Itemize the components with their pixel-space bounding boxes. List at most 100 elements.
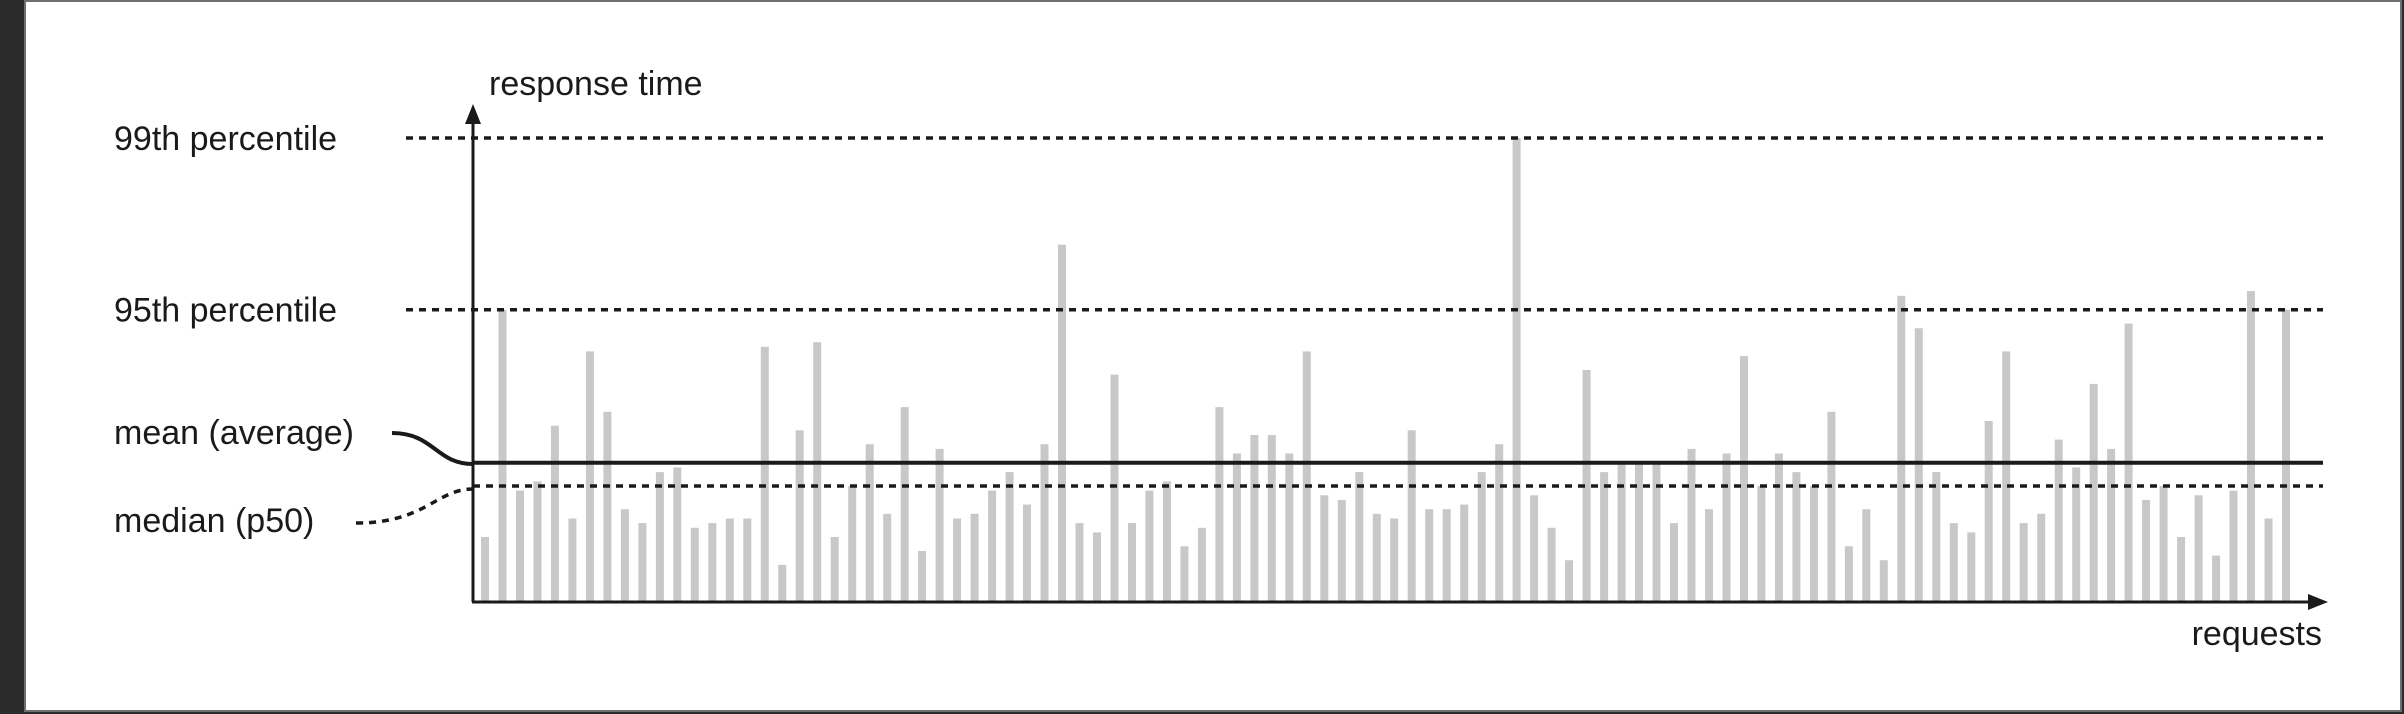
bar-97 <box>2159 486 2168 602</box>
bar-42 <box>1197 527 1206 602</box>
bar-100 <box>2212 555 2221 602</box>
bar-89 <box>2019 523 2028 602</box>
bar-92 <box>2072 467 2081 602</box>
x-axis-arrowhead <box>2308 594 2328 610</box>
bar-31 <box>1005 472 1014 602</box>
bar-75 <box>1774 453 1783 602</box>
bar-82 <box>1897 295 1906 602</box>
bar-70 <box>1687 448 1696 602</box>
bar-33 <box>1040 444 1049 602</box>
99th-percentile-label: 99th percentile <box>114 120 337 158</box>
bar-60 <box>1512 138 1521 602</box>
bar-50 <box>1337 499 1346 602</box>
bar-81 <box>1879 560 1888 602</box>
response-time-chart: response time requests 99th percentile 95… <box>114 65 2328 653</box>
bar-83 <box>1914 328 1923 602</box>
bars-group <box>481 138 2290 602</box>
bar-39 <box>1145 490 1154 602</box>
bar-56 <box>1442 509 1451 602</box>
y-axis-label: response time <box>489 65 703 103</box>
bar-10 <box>638 523 647 602</box>
bar-8 <box>603 411 612 602</box>
bar-98 <box>2177 537 2186 602</box>
bar-5 <box>550 425 559 602</box>
bar-101 <box>2229 490 2238 602</box>
bar-63 <box>1565 560 1574 602</box>
bar-102 <box>2247 291 2255 602</box>
bar-16 <box>743 518 752 602</box>
axes-group <box>465 104 2328 610</box>
bar-64 <box>1582 370 1591 602</box>
bar-41 <box>1180 546 1189 602</box>
bar-65 <box>1600 472 1609 602</box>
bar-24 <box>883 513 892 602</box>
bar-30 <box>988 490 997 602</box>
bar-96 <box>2142 499 2151 602</box>
bar-15 <box>725 518 734 602</box>
bar-14 <box>708 523 717 602</box>
bar-25 <box>900 407 909 602</box>
median-p50-label: median (p50) <box>114 502 314 540</box>
x-axis-label: requests <box>2192 615 2322 653</box>
bar-91 <box>2054 439 2063 602</box>
mean-average-connector <box>391 431 474 466</box>
bar-54 <box>1407 430 1416 602</box>
bar-28 <box>953 518 962 602</box>
bar-78 <box>1827 411 1836 602</box>
bar-80 <box>1862 509 1871 602</box>
bar-86 <box>1967 532 1976 602</box>
bar-35 <box>1075 523 1084 602</box>
bar-49 <box>1320 495 1329 602</box>
bar-55 <box>1425 509 1434 602</box>
chart-frame: response time requests 99th percentile 95… <box>24 0 2402 712</box>
bar-48 <box>1302 351 1311 602</box>
bar-90 <box>2037 513 2046 602</box>
bar-88 <box>2002 351 2011 602</box>
bar-34 <box>1058 244 1066 602</box>
bar-68 <box>1652 462 1661 602</box>
bar-2 <box>498 309 507 602</box>
bar-19 <box>795 430 804 602</box>
bar-73 <box>1740 356 1748 602</box>
median-p50-connector <box>355 487 474 525</box>
bar-12 <box>673 467 682 602</box>
bar-52 <box>1372 513 1381 602</box>
bar-27 <box>935 448 944 602</box>
95th-percentile-label: 95th percentile <box>114 292 337 330</box>
bar-3 <box>516 490 524 602</box>
bar-29 <box>970 513 979 602</box>
bar-61 <box>1530 495 1539 602</box>
bar-45 <box>1250 435 1259 602</box>
bar-93 <box>2089 383 2098 602</box>
bar-26 <box>918 551 927 602</box>
bar-40 <box>1162 481 1171 602</box>
bar-94 <box>2107 448 2116 602</box>
bar-76 <box>1792 472 1801 602</box>
bar-58 <box>1477 472 1486 602</box>
bar-71 <box>1705 509 1713 602</box>
bar-74 <box>1757 486 1766 602</box>
reference-lines-group <box>355 136 2323 525</box>
bar-69 <box>1670 523 1678 602</box>
bar-6 <box>568 518 577 602</box>
bar-47 <box>1285 453 1294 602</box>
bar-43 <box>1215 407 1224 602</box>
bar-17 <box>760 346 769 602</box>
bar-11 <box>655 472 664 602</box>
bar-85 <box>1949 523 1958 602</box>
mean-average-label: mean (average) <box>114 414 354 452</box>
bar-1 <box>481 537 489 602</box>
bar-32 <box>1023 504 1031 602</box>
bar-57 <box>1460 504 1469 602</box>
bar-59 <box>1495 444 1504 602</box>
bar-103 <box>2264 518 2273 602</box>
bar-36 <box>1093 532 1101 602</box>
bar-21 <box>830 537 839 602</box>
bar-37 <box>1110 374 1119 602</box>
bar-51 <box>1355 472 1364 602</box>
bar-22 <box>848 486 857 602</box>
bar-13 <box>690 527 699 602</box>
bar-66 <box>1617 462 1626 602</box>
bar-99 <box>2194 495 2203 602</box>
bar-79 <box>1844 546 1853 602</box>
